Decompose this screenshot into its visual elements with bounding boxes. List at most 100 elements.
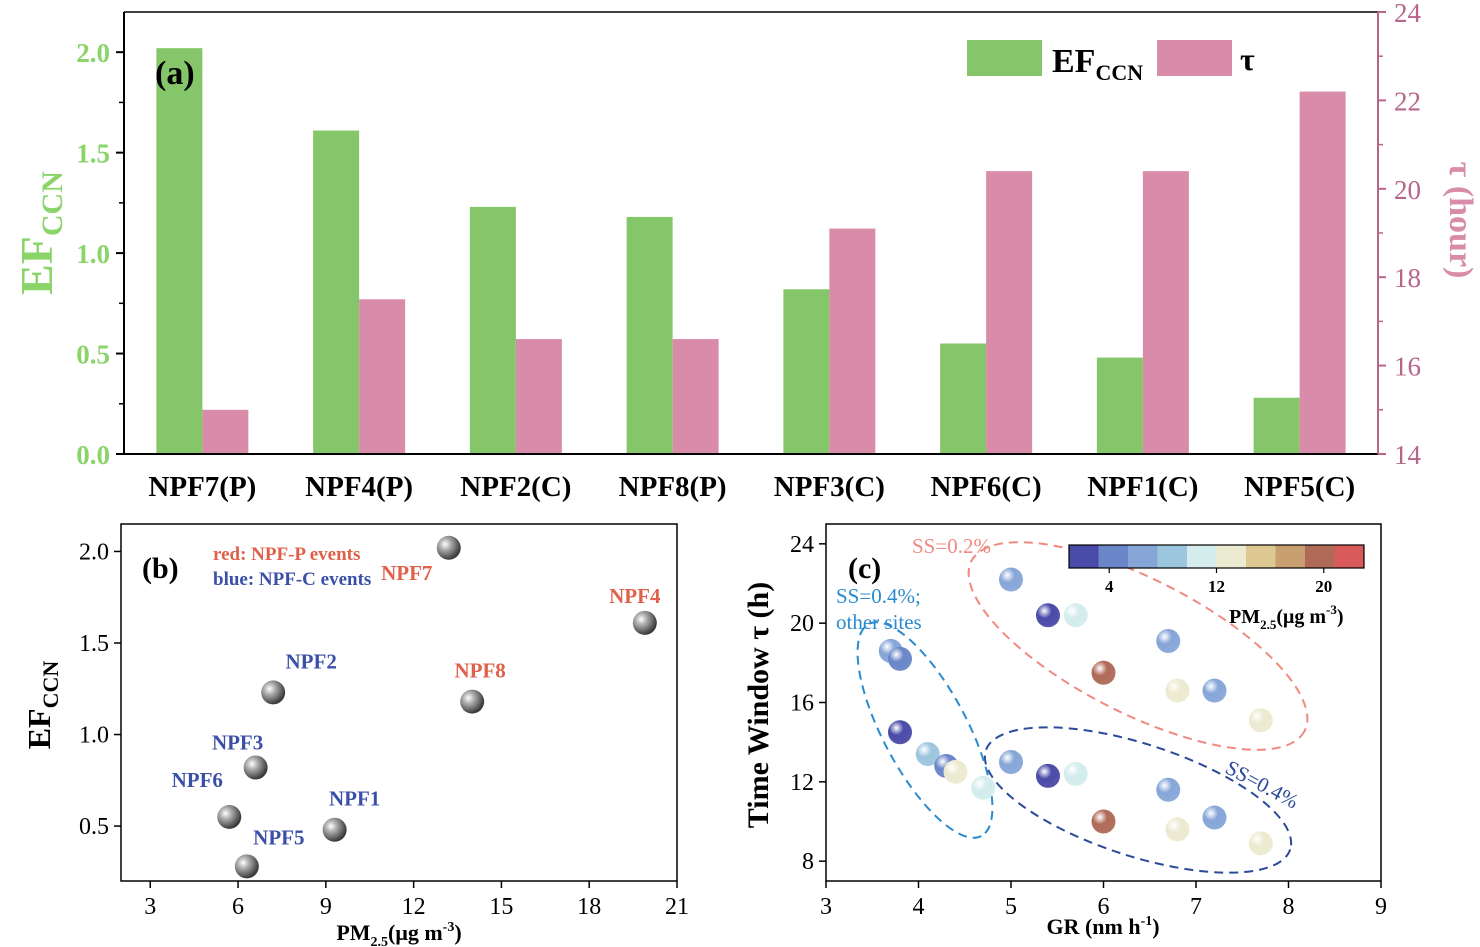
panel-c-colorbar: 4 12 20 xyxy=(1068,544,1365,596)
gr-tau-point xyxy=(943,759,968,784)
panel-c-y-axis-label: Time Window τ (h) xyxy=(742,582,775,828)
category-label: NPF2(C) xyxy=(460,471,571,503)
panel-a-category-labels: NPF7(P) NPF4(P) NPF2(C) NPF8(P) NPF3(C) NPF6(… xyxy=(148,471,1355,503)
category-label: NPF6(C) xyxy=(931,471,1042,503)
point-label: NPF1 xyxy=(329,787,380,811)
x-tick-label: 8 xyxy=(1283,894,1295,920)
ellipse-ss-0-2 xyxy=(967,541,1309,751)
x-tick-label: 15 xyxy=(489,894,513,920)
point-label: NPF7 xyxy=(381,561,432,585)
panel-b-frame xyxy=(120,523,678,882)
point-label: NPF5 xyxy=(253,825,304,849)
legend-label-tau: τ xyxy=(1240,41,1255,77)
x-tick-label: 6 xyxy=(232,894,244,920)
panel-a-label: (a) xyxy=(155,55,195,92)
gr-tau-point xyxy=(1248,708,1273,733)
gr-tau-point xyxy=(915,742,940,767)
gr-tau-point xyxy=(1202,678,1227,703)
y-tick-label: 24 xyxy=(790,532,814,558)
panel-a-legend: EFCCN τ xyxy=(967,40,1255,85)
colorbar-title: PM2.5(μg m-3) xyxy=(1229,602,1344,632)
colorbar-segment xyxy=(1098,545,1129,568)
group-label-ss-0-4: SS=0.4% xyxy=(1222,755,1303,813)
point-label: NPF6 xyxy=(172,768,223,792)
point-NPF6 xyxy=(217,804,242,829)
bar-efccn-NPF8(P) xyxy=(626,216,673,454)
gr-tau-point xyxy=(1091,809,1116,834)
panel-c-points xyxy=(878,567,1273,856)
right-tick-label: 22 xyxy=(1394,86,1421,116)
left-tick-label: 2.0 xyxy=(76,38,110,68)
gr-tau-point xyxy=(1063,761,1088,786)
bar-tau-NPF3(C) xyxy=(829,228,876,454)
panel-c-ticks: 3 4 5 6 7 8 9 8 12 16 20 24 xyxy=(790,532,1387,920)
colorbar-segment xyxy=(1275,545,1306,568)
x-tick-label: 18 xyxy=(577,894,601,920)
bar-tau-NPF6(C) xyxy=(986,171,1033,454)
bar-tau-NPF4(P) xyxy=(359,299,406,454)
colorbar-segment xyxy=(1128,545,1158,568)
right-tick-label: 24 xyxy=(1394,0,1422,28)
colorbar-segment xyxy=(1216,545,1247,568)
bar-tau-NPF7(P) xyxy=(202,409,249,454)
colorbar-tick-label: 20 xyxy=(1315,577,1332,596)
x-tick-label: 6 xyxy=(1098,894,1110,920)
panel-a-y-axis-label-right: τ (hour) xyxy=(1442,162,1479,279)
point-NPF8 xyxy=(460,689,485,714)
legend-swatch-efccn xyxy=(967,40,1042,76)
bar-efccn-NPF6(C) xyxy=(940,343,987,454)
panel-a-bars xyxy=(156,48,1346,454)
gr-tau-point xyxy=(1156,629,1181,654)
x-tick-label: 21 xyxy=(665,894,689,920)
bar-tau-NPF8(P) xyxy=(672,339,719,454)
category-label: NPF7(P) xyxy=(148,471,256,503)
right-tick-label: 20 xyxy=(1394,175,1421,205)
category-label: NPF5(C) xyxy=(1244,471,1355,503)
y-tick-label: 20 xyxy=(790,611,814,637)
left-tick-label: 1.0 xyxy=(76,239,110,269)
x-tick-label: 12 xyxy=(402,894,426,920)
gr-tau-point xyxy=(971,775,996,800)
panel-b-label: (b) xyxy=(142,552,179,585)
bar-tau-NPF2(C) xyxy=(515,339,562,454)
left-tick-label: 0.0 xyxy=(76,440,110,470)
colorbar-segment xyxy=(1246,545,1276,568)
x-tick-label: 4 xyxy=(913,894,925,920)
gr-tau-point xyxy=(1165,678,1190,703)
category-label: NPF4(P) xyxy=(305,471,413,503)
gr-tau-point xyxy=(1156,777,1181,802)
y-tick-label: 1.0 xyxy=(79,723,109,749)
panel-b-x-axis-label: PM2.5(μg m-3) xyxy=(336,920,461,947)
group-label-ss-0-4-other-sites: SS=0.4%; xyxy=(836,584,921,608)
gr-tau-point xyxy=(999,750,1023,774)
left-tick-label: 0.5 xyxy=(76,340,110,370)
x-tick-label: 9 xyxy=(1375,894,1387,920)
ellipse-ss-0-4 xyxy=(983,726,1293,874)
colorbar-segment xyxy=(1187,545,1217,568)
panel-b-y-axis-label: EFCCN xyxy=(21,661,63,750)
gr-tau-point xyxy=(1091,660,1116,685)
category-label: NPF3(C) xyxy=(774,471,885,503)
colorbar-tick-label: 4 xyxy=(1105,577,1114,596)
gr-tau-point xyxy=(888,720,912,745)
x-tick-label: 3 xyxy=(144,894,156,920)
colorbar-tick-label: 12 xyxy=(1208,577,1225,596)
point-label: NPF4 xyxy=(609,584,661,608)
legend-label-efccn: EFCCN xyxy=(1052,43,1143,85)
x-tick-label: 9 xyxy=(320,894,332,920)
colorbar-segment xyxy=(1305,545,1335,568)
bar-efccn-NPF2(C) xyxy=(469,206,516,454)
colorbar-segment xyxy=(1334,545,1365,568)
point-label: NPF2 xyxy=(286,649,337,673)
y-tick-label: 2.0 xyxy=(79,539,109,565)
right-tick-label: 18 xyxy=(1394,263,1421,293)
y-tick-label: 0.5 xyxy=(79,814,109,840)
panel-a-y-axis-label-left: EFCCN xyxy=(11,171,69,295)
panel-c-label: (c) xyxy=(848,552,881,585)
category-label: NPF8(P) xyxy=(619,471,727,503)
point-NPF1 xyxy=(322,817,347,842)
panel-b-points: NPF7 NPF4 NPF8 NPF2 NPF3 NPF6 NPF1 NPF5 xyxy=(172,535,661,879)
group-label-other-sites: other sites xyxy=(836,610,922,634)
point-NPF4 xyxy=(632,610,657,635)
